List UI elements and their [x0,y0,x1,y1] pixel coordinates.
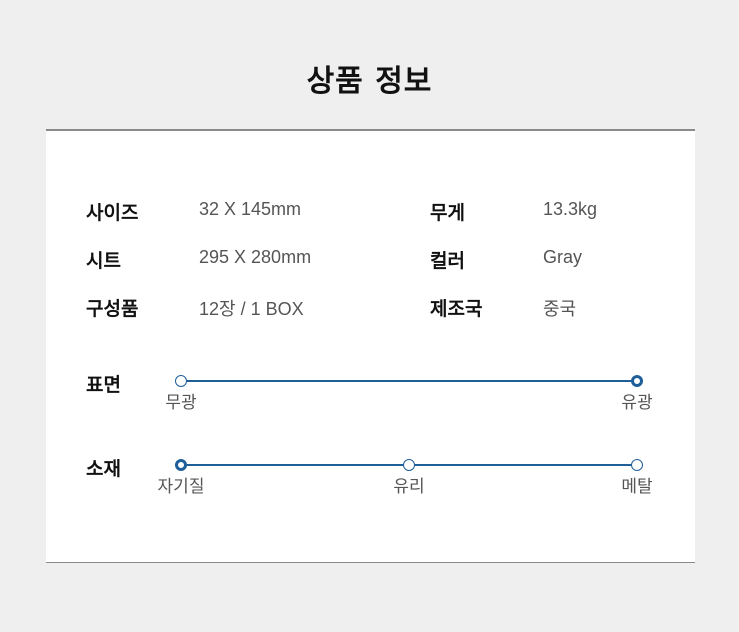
spec-label-weight: 무게 [430,202,465,224]
scale-point [403,459,415,471]
scale-option-label: 메탈 [621,477,653,497]
scale-track [181,380,637,382]
scale-option-label: 무광 [165,393,197,413]
scale-point-selected [631,375,643,387]
scale-option-label: 유리 [393,477,425,497]
scale-option-label: 유광 [621,393,653,413]
spec-label-origin: 제조국 [430,298,483,320]
spec-label-size: 사이즈 [86,202,139,224]
spec-value-components: 12장 / 1 BOX [199,299,304,319]
scale-point-selected [175,459,187,471]
spec-value-sheet: 295 X 280mm [199,247,312,267]
scale-option-label: 자기질 [157,477,205,497]
spec-label-sheet: 시트 [86,250,121,272]
spec-label-components: 구성품 [86,298,139,320]
scale-label-material: 소재 [86,458,121,480]
spec-value-weight: 13.3kg [543,199,598,219]
spec-value-color: Gray [543,247,583,267]
page-title: 상품 정보 [306,64,433,99]
scale-point [175,375,187,387]
spec-label-color: 컬러 [430,250,465,272]
scale-point [631,459,643,471]
scale-label-surface: 표면 [86,374,121,396]
spec-value-size: 32 X 145mm [199,199,302,219]
spec-value-origin: 중국 [543,299,577,319]
product-info-card: 사이즈 32 X 145mm 무게 13.3kg 시트 295 X 280mm … [46,129,695,563]
